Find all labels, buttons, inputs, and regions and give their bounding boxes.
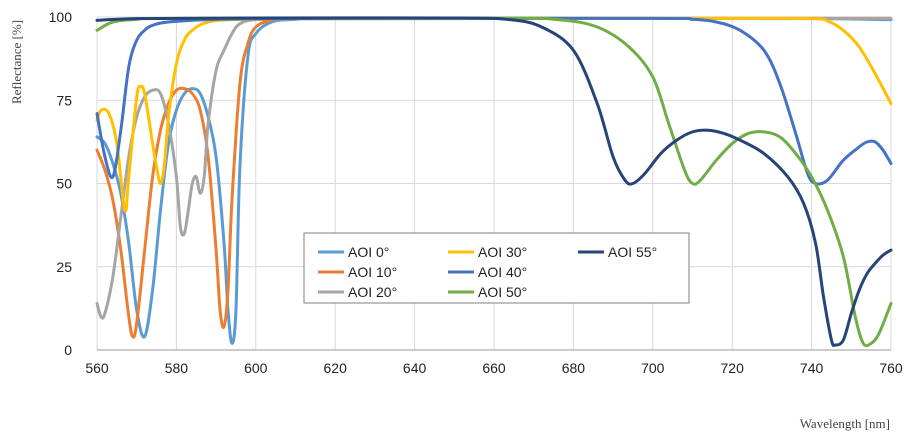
legend-label-2: AOI 20° xyxy=(348,284,397,300)
x-tick-label-560: 560 xyxy=(85,360,109,376)
x-tick-label-640: 640 xyxy=(403,360,427,376)
y-tick-label-50: 50 xyxy=(56,176,72,192)
legend-label-3: AOI 30° xyxy=(478,244,527,260)
x-tick-label-760: 760 xyxy=(879,360,903,376)
x-tick-label-660: 660 xyxy=(482,360,506,376)
series-line-4 xyxy=(95,16,893,186)
y-tick-label-25: 25 xyxy=(56,259,72,275)
series-line-3 xyxy=(95,16,893,213)
x-axis-title: Wavelength [nm] xyxy=(800,416,890,431)
x-tick-label-680: 680 xyxy=(562,360,586,376)
y-axis-title: Reflectance [%] xyxy=(9,20,24,104)
grid-lines xyxy=(96,16,892,350)
x-tick-label-600: 600 xyxy=(244,360,268,376)
x-tick-label-700: 700 xyxy=(641,360,665,376)
x-tick-label-740: 740 xyxy=(800,360,824,376)
legend-label-4: AOI 40° xyxy=(478,264,527,280)
series-line-1 xyxy=(95,16,893,339)
legend-label-1: AOI 10° xyxy=(348,264,397,280)
x-tick-label-580: 580 xyxy=(165,360,189,376)
series-lines xyxy=(95,16,893,348)
legend-label-6: AOI 55° xyxy=(608,244,657,260)
legend-box xyxy=(303,232,690,304)
series-line-2 xyxy=(95,16,893,320)
x-axis-tick-labels: 560 580 600 620 640 660 680 700 720 740 760 xyxy=(85,360,903,376)
legend-label-5: AOI 50° xyxy=(478,284,527,300)
legend-label-0: AOI 0° xyxy=(348,244,389,260)
x-tick-label-720: 720 xyxy=(721,360,745,376)
legend: AOI 0° AOI 10° AOI 20° AOI 30° AOI 40° AOI 50… xyxy=(303,232,690,304)
series-line-6 xyxy=(95,16,893,348)
y-tick-label-75: 75 xyxy=(56,92,72,108)
y-tick-label-0: 0 xyxy=(64,342,72,358)
y-tick-label-100: 100 xyxy=(49,9,73,25)
x-tick-label-620: 620 xyxy=(324,360,348,376)
y-axis-tick-labels: 0 25 50 75 100 xyxy=(49,9,73,358)
